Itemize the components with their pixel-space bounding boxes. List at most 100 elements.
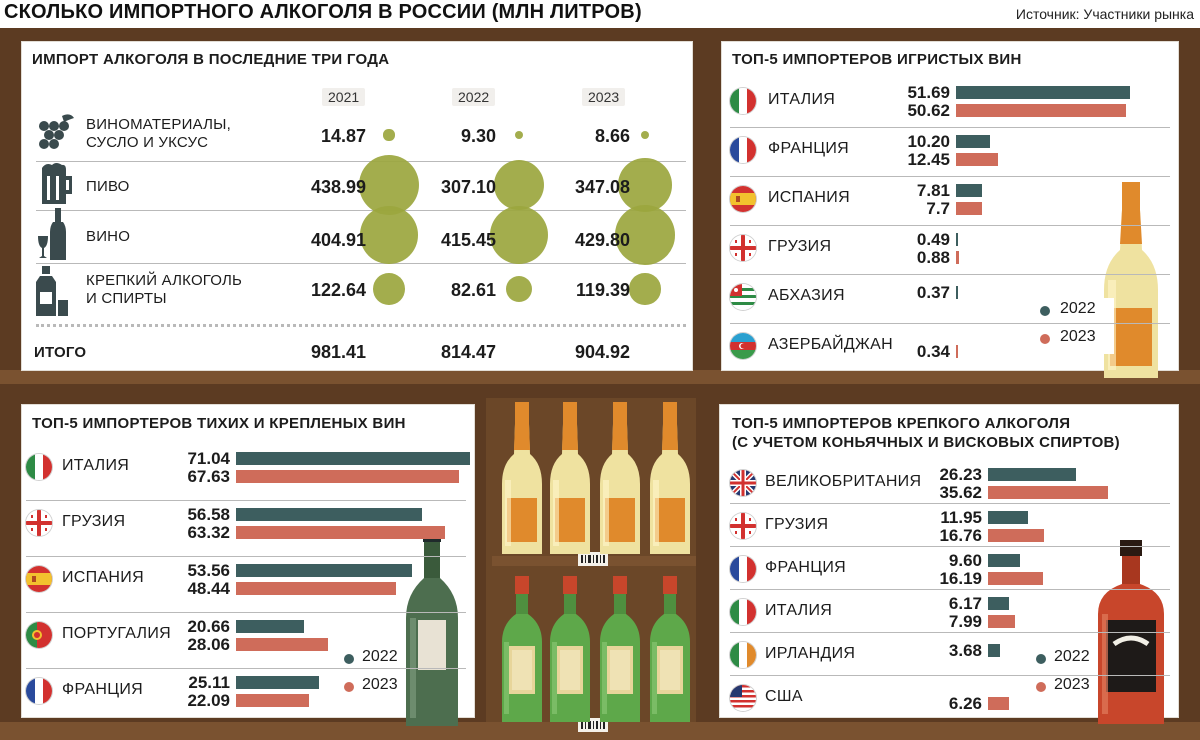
georgia-flag-icon [730,513,756,539]
bubble-mark [489,205,549,265]
bar-mark [988,554,1021,567]
value-label: 28.06 [187,635,230,654]
bar-mark [956,251,959,264]
row-divider [730,632,1170,633]
row-label-wine-materials: ВИНОМАТЕРИАЛЫ, СУСЛО И УКСУС [86,116,231,152]
bubble-mark [373,273,405,305]
total-value: 814.47 [440,342,496,362]
value-label: 51.69 [907,83,950,102]
bar-mark [988,597,1009,610]
azerbaijan-flag-icon [730,333,756,359]
country-label: ФРАНЦИЯ [768,140,849,157]
country-label: США [765,688,803,705]
legend-2022-label: 2022 [362,648,398,665]
bar-mark [988,486,1108,499]
value-label: 6.17 [948,594,982,613]
legend: 2022 2023 [336,644,406,700]
row-divider [730,274,1170,275]
value-cell: 307.10 [440,177,496,197]
bar-mark [236,582,396,595]
country-label: ГРУЗИЯ [768,238,832,255]
value-label: 50.62 [907,101,950,120]
italy-flag-icon [730,599,756,625]
france-flag-icon [730,137,756,163]
bar-mark [988,615,1015,628]
georgia-flag-icon [26,510,52,536]
spirits-panel-title: ТОП-5 ИМПОРТЕРОВ КРЕПКОГО АЛКОГОЛЯ [732,415,1071,432]
bubble-mark [618,158,672,212]
bar-mark [956,184,983,197]
legend-2022-label: 2022 [1060,300,1096,317]
row-divider [36,263,686,264]
country-label: ИТАЛИЯ [765,602,833,619]
value-cell: 122.64 [310,280,366,300]
value-label: 0.34 [916,342,950,361]
wine-bottle-icon [548,576,592,729]
bar-mark [988,529,1045,542]
value-label: 67.63 [187,467,230,486]
spain-flag-icon [26,566,52,592]
georgia-flag-icon [730,235,756,261]
bubble-mark [493,159,545,211]
row-divider [26,612,466,613]
country-label: ИТАЛИЯ [62,457,130,474]
champagne-bottle-icon [598,400,642,561]
total-label: ИТОГО [34,344,87,361]
bar-mark [988,511,1029,524]
legend: 2022 2023 [1034,298,1114,354]
total-divider [36,324,686,327]
source-note: Источник: Участники рынка [1015,6,1194,22]
legend-2023-label: 2023 [1054,676,1090,693]
legend-2022-swatch [1036,654,1046,664]
legend-2022-label: 2022 [1054,648,1090,665]
value-label: 7.7 [926,199,950,218]
value-label: 9.60 [948,551,982,570]
row-label-beer: ПИВО [86,178,130,195]
bar-mark [988,468,1077,481]
value-label: 7.99 [948,612,982,631]
total-value: 981.41 [310,342,366,362]
portugal-flag-icon [26,622,52,648]
legend-2023-label: 2023 [362,676,398,693]
spain-flag-icon [730,186,756,212]
year-2021-label: 2021 [322,88,366,106]
value-cell: 8.66 [594,126,630,146]
beer-mug-icon [42,163,72,204]
header: СКОЛЬКО ИМПОРТНОГО АЛКОГОЛЯ В РОССИИ (МЛ… [0,0,1200,26]
france-flag-icon [26,678,52,704]
row-label-wine: ВИНО [86,228,131,245]
bar-mark [988,644,1001,657]
value-label: 25.11 [188,673,230,692]
uk-flag-icon [730,470,756,496]
row-divider [26,668,466,669]
year-2023-label: 2023 [582,88,626,106]
legend-2023-swatch [344,682,354,692]
spirits-bottle-icon [36,266,68,316]
bar-mark [956,345,958,358]
champagne-bottle-icon [548,400,592,561]
value-label: 3.68 [948,641,982,660]
value-label: 0.49 [916,230,950,249]
champagne-bottle-icon [500,400,544,561]
bubble-mark [383,129,395,141]
value-label: 71.04 [187,449,230,468]
bar-mark [956,135,991,148]
value-label: 10.20 [907,132,950,151]
value-label: 11.95 [940,508,982,527]
country-label: ГРУЗИЯ [765,516,829,533]
champagne-bottle-icon [648,400,692,561]
bar-mark [236,470,459,483]
row-divider [26,500,466,501]
row-divider [730,546,1170,547]
value-label: 48.44 [187,579,230,598]
value-cell: 404.91 [310,230,366,250]
value-label: 53.56 [187,561,230,580]
bar-mark [236,620,305,633]
value-label: 20.66 [187,617,230,636]
legend-2023-label: 2023 [1060,328,1096,345]
country-label: АЗЕРБАЙДЖАН [768,336,893,353]
italy-flag-icon [730,88,756,114]
value-cell: 347.08 [574,177,630,197]
bar-mark [236,676,319,689]
value-label: 0.88 [916,248,950,267]
